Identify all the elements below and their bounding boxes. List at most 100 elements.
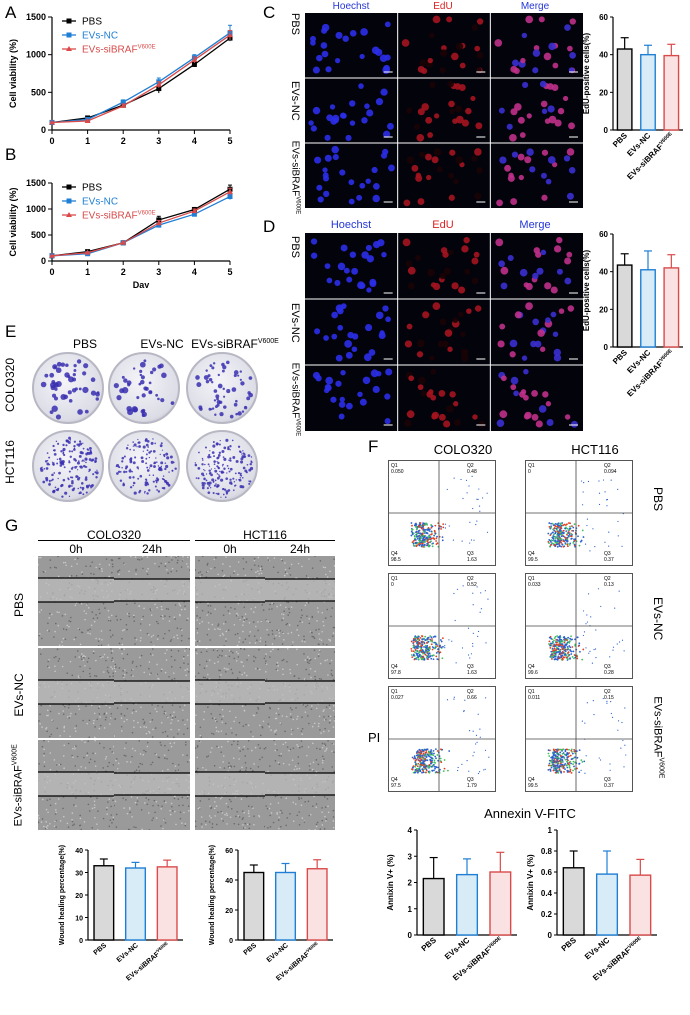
texture	[188, 759, 190, 761]
event-dot	[561, 752, 564, 755]
texture	[326, 608, 329, 611]
texture	[164, 615, 166, 617]
event-dot	[569, 646, 572, 649]
texture	[56, 611, 58, 613]
texture	[271, 608, 273, 610]
colony	[210, 468, 213, 470]
texture	[89, 758, 92, 761]
texture	[62, 713, 65, 715]
event-dot	[415, 545, 418, 548]
texture	[266, 620, 268, 622]
cell-nucleus	[542, 391, 549, 398]
texture	[281, 715, 284, 717]
texture	[53, 825, 56, 827]
texture	[283, 639, 285, 641]
cell-nucleus	[455, 42, 464, 51]
cell-nucleus	[349, 100, 356, 107]
event-dot	[556, 646, 558, 649]
texture	[224, 621, 227, 623]
colony	[244, 405, 247, 408]
cell-nucleus	[453, 178, 459, 185]
wound-time-24h-colo: 24h	[141, 542, 163, 556]
colony	[139, 474, 143, 478]
texture	[286, 622, 289, 625]
cell-nucleus	[362, 376, 371, 385]
texture	[43, 765, 46, 768]
texture	[148, 667, 150, 670]
texture	[162, 731, 164, 734]
colony	[129, 458, 133, 462]
texture	[179, 666, 182, 669]
data-point	[84, 117, 91, 123]
texture	[257, 565, 260, 567]
texture	[222, 622, 225, 625]
texture	[47, 740, 50, 743]
colony	[209, 487, 212, 489]
texture	[39, 633, 41, 635]
event-dot	[428, 750, 431, 753]
texture	[121, 648, 123, 651]
texture	[308, 617, 311, 620]
texture	[242, 567, 245, 570]
texture	[148, 661, 151, 663]
texture	[161, 805, 163, 807]
event-dot	[433, 641, 436, 644]
colony	[216, 476, 220, 480]
texture	[152, 804, 154, 807]
colony	[73, 444, 76, 448]
texture	[292, 718, 295, 721]
cell-nucleus	[447, 80, 454, 88]
texture	[268, 608, 271, 611]
cell-nucleus	[523, 394, 529, 401]
texture	[164, 652, 167, 655]
texture	[309, 667, 312, 670]
event-dot	[557, 772, 560, 774]
colony	[149, 370, 154, 375]
event-dot	[555, 770, 558, 773]
event-dot	[594, 648, 597, 650]
event-dot	[550, 541, 552, 543]
texture	[301, 727, 304, 730]
texture	[102, 602, 105, 605]
event-dot	[428, 646, 431, 648]
texture	[105, 756, 108, 758]
event-dot	[561, 647, 564, 650]
cell-nucleus	[358, 83, 364, 89]
texture	[164, 754, 166, 756]
texture	[242, 641, 244, 644]
texture	[122, 670, 124, 672]
texture	[105, 558, 108, 560]
texture	[74, 765, 77, 767]
colony	[55, 367, 62, 374]
event-dot	[571, 638, 573, 641]
texture	[318, 649, 321, 652]
texture	[123, 747, 126, 750]
colony	[197, 466, 201, 470]
colony	[159, 453, 161, 456]
texture	[219, 713, 221, 716]
event-dot	[562, 748, 565, 751]
texture	[311, 615, 314, 618]
texture	[53, 636, 55, 638]
texture	[206, 614, 208, 616]
y-tick-label: 0.6	[541, 868, 553, 877]
colony	[82, 442, 84, 444]
texture	[176, 561, 179, 564]
event-dot	[582, 610, 585, 612]
texture	[121, 629, 124, 632]
texture	[217, 661, 219, 663]
wound-time-0h-colo: 0h	[69, 542, 83, 556]
texture	[150, 614, 153, 616]
cell-nucleus	[388, 164, 395, 172]
event-dot	[624, 744, 626, 746]
texture	[326, 643, 328, 646]
texture	[108, 616, 110, 619]
texture	[142, 753, 145, 756]
cell-nucleus	[471, 155, 478, 162]
colony	[223, 488, 227, 491]
cell-nucleus	[380, 152, 388, 159]
colony	[242, 450, 244, 452]
cell-nucleus	[334, 57, 341, 64]
event-dot	[414, 636, 417, 639]
colony	[226, 389, 231, 394]
